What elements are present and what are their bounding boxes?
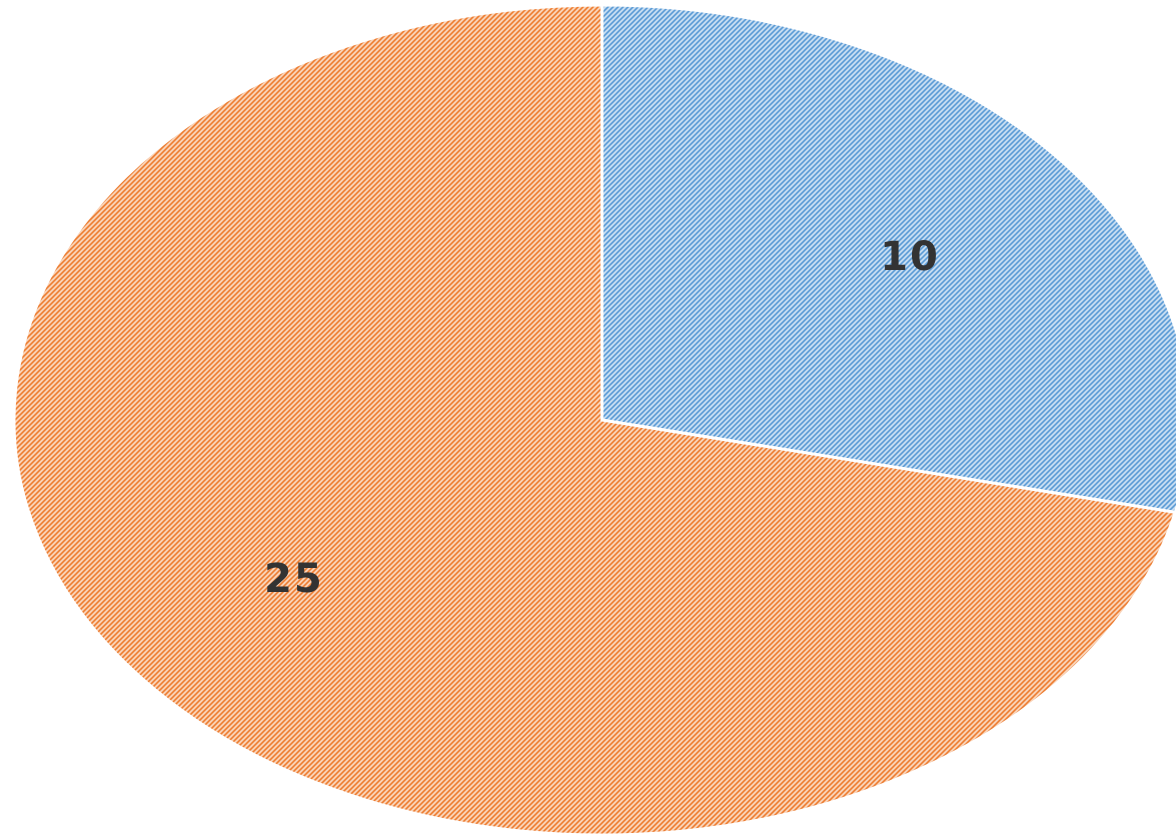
- data-label: 10: [880, 234, 940, 280]
- pie-slice: [12, 3, 1176, 837]
- pie-slice: [600, 3, 1176, 514]
- data-label: 25: [264, 556, 324, 602]
